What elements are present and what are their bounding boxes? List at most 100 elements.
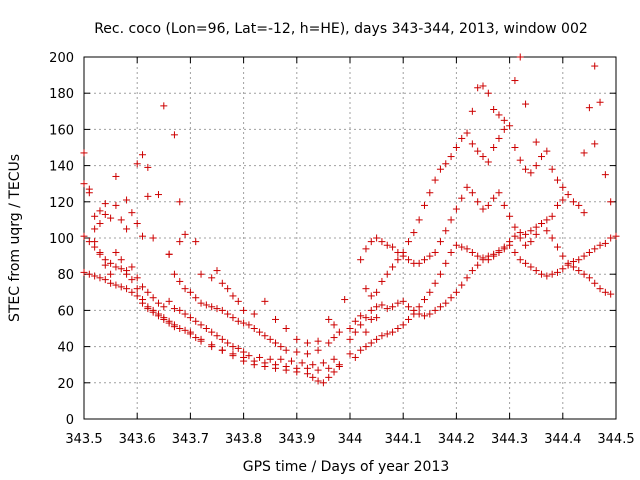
data-point (117, 265, 125, 273)
data-point (346, 335, 354, 343)
data-point (208, 274, 216, 282)
data-point (575, 267, 583, 275)
data-point (192, 334, 200, 342)
data-point (218, 306, 226, 314)
data-point (112, 172, 120, 180)
y-tick-label: 140 (49, 160, 74, 175)
data-point (474, 84, 482, 92)
data-point (490, 105, 498, 113)
y-tick-label: 120 (49, 196, 74, 211)
data-point (468, 248, 476, 256)
data-point (506, 241, 514, 249)
data-point (330, 334, 338, 342)
data-point (165, 297, 173, 305)
data-point (553, 201, 561, 209)
data-point (240, 306, 248, 314)
data-point (357, 321, 365, 329)
y-tick-label: 160 (49, 123, 74, 138)
data-point (559, 265, 567, 273)
data-point (176, 277, 184, 285)
data-point (474, 261, 482, 269)
data-point (378, 277, 386, 285)
data-point (319, 359, 327, 367)
data-point (170, 305, 178, 313)
data-point (218, 335, 226, 343)
data-point (160, 315, 168, 323)
data-point (468, 140, 476, 148)
data-point (107, 259, 115, 267)
chart-title: Rec. coco (Lon=96, Lat=-12, h=HE), days … (94, 21, 588, 37)
data-point (452, 144, 460, 151)
data-point (569, 263, 577, 271)
data-point (351, 328, 359, 336)
data-point (139, 283, 147, 291)
data-point (458, 194, 466, 202)
data-point (389, 328, 397, 336)
data-point (128, 276, 136, 284)
x-tick-label: 343.8 (225, 432, 262, 447)
data-point (479, 254, 487, 262)
data-point (208, 328, 216, 336)
data-point (543, 147, 551, 155)
data-point (479, 153, 487, 161)
data-point (272, 315, 280, 323)
data-point (213, 305, 221, 313)
data-point (277, 343, 285, 351)
data-point (272, 361, 280, 369)
data-point (357, 256, 365, 264)
data-point (208, 341, 216, 349)
data-point (447, 248, 455, 256)
data-point (532, 223, 540, 231)
data-point (133, 274, 141, 282)
data-point (442, 160, 450, 168)
data-point (548, 234, 556, 242)
data-point (298, 359, 306, 367)
data-point (532, 138, 540, 146)
data-point (181, 310, 189, 318)
data-point (101, 261, 109, 269)
data-point (458, 281, 466, 289)
data-point (240, 319, 248, 327)
data-point (277, 355, 285, 363)
data-point (293, 335, 301, 343)
data-point (383, 330, 391, 338)
data-point (303, 364, 311, 372)
data-point (229, 343, 237, 351)
x-tick-label: 344 (338, 432, 363, 447)
data-point (373, 234, 381, 242)
data-point (447, 216, 455, 224)
data-point (575, 256, 583, 264)
data-point (101, 210, 109, 218)
data-point (96, 220, 104, 228)
data-point (149, 294, 157, 302)
data-point (436, 270, 444, 278)
data-point (399, 252, 407, 260)
data-point (458, 134, 466, 142)
data-point (516, 256, 524, 264)
data-point (468, 267, 476, 275)
data-point (436, 165, 444, 173)
data-point (224, 310, 232, 318)
data-point (181, 230, 189, 238)
data-point (112, 281, 120, 289)
data-point (591, 245, 599, 253)
data-point (112, 263, 120, 271)
data-point (362, 314, 370, 322)
x-tick-label: 343.5 (65, 432, 102, 447)
data-point (229, 292, 237, 300)
data-point (495, 248, 503, 256)
data-point (123, 196, 131, 204)
data-point (325, 339, 333, 347)
data-point (256, 328, 264, 336)
data-point (186, 330, 194, 338)
data-point (607, 234, 615, 242)
data-point (123, 267, 131, 275)
data-point (479, 82, 487, 90)
data-point (559, 183, 567, 191)
data-point (303, 350, 311, 358)
data-point (261, 359, 269, 367)
data-point (580, 252, 588, 260)
data-point (468, 107, 476, 115)
data-point (85, 270, 93, 278)
data-point (527, 227, 535, 235)
